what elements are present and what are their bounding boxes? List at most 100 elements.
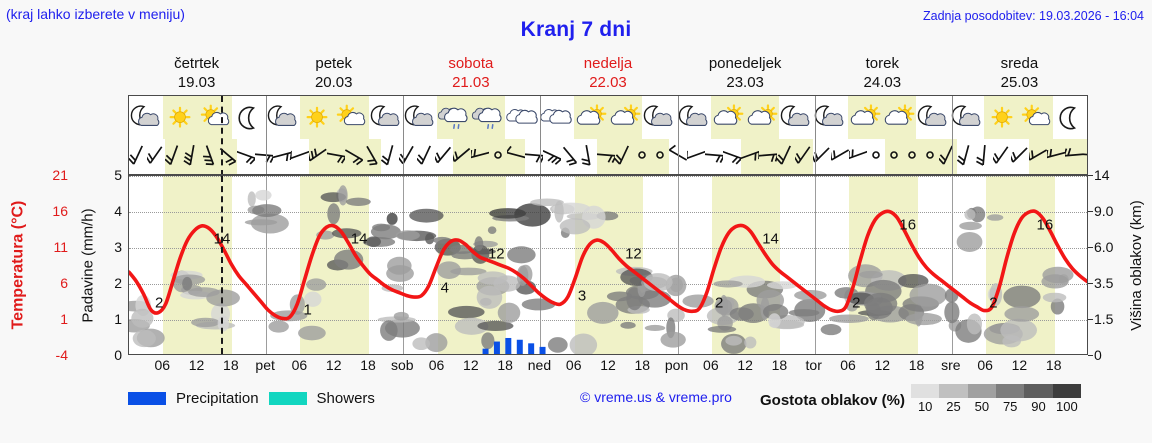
- day-separator-2: [403, 96, 405, 174]
- x-axis-label-18-22: 18: [908, 357, 925, 373]
- weather-icon-moon-cloud-15: [642, 96, 677, 139]
- x-axis-label-18-2: 18: [223, 357, 239, 373]
- horizontal-gridline-3: [129, 284, 1087, 285]
- temperature-tick-6: 6: [60, 275, 68, 291]
- wind-barb-14: [381, 139, 399, 174]
- precipitation-legend: Precipitation Showers: [128, 386, 375, 410]
- wind-barb-27: [615, 139, 633, 174]
- temperature-label-max-9: 14: [762, 230, 779, 248]
- day-header-row: četrtek 19.03 petek 20.03 sobota 21.03 nedelja…: [128, 54, 1088, 94]
- x-axis-label-12-17: 12: [737, 357, 753, 373]
- x-axis-label-06-16: 06: [703, 357, 719, 373]
- precipitation-bar-1: [493, 341, 500, 354]
- temperature-label-min-6: 3: [577, 287, 587, 305]
- wind-barb-24: [561, 139, 579, 174]
- x-axis-label-ned-11: ned: [527, 357, 552, 373]
- weather-icon-cloud-sun-22: [881, 96, 917, 139]
- precipitation-tick-5: 5: [114, 167, 122, 183]
- day-separator-5: [814, 96, 816, 174]
- menu-note: (kraj lahko izberete v meniju): [6, 6, 185, 22]
- showers-legend-label: Showers: [316, 389, 375, 407]
- weather-icon-moon-cloud-4: [265, 96, 301, 139]
- day-date: 23.03: [726, 74, 764, 91]
- precipitation-tick-1: 1: [114, 311, 122, 327]
- cloud-height-tick-14: 14: [1094, 167, 1110, 183]
- weather-icon-cloud-sun-14: [608, 96, 643, 139]
- x-axis-label-sre-23: sre: [941, 357, 961, 373]
- day-separator-6: [951, 96, 953, 174]
- day-gridline-4: [677, 176, 679, 354]
- wind-barb-20: [489, 139, 507, 174]
- wind-barb-15: [399, 139, 417, 174]
- x-axis-label-pon-15: pon: [664, 357, 689, 373]
- x-axis-label-18-14: 18: [634, 357, 651, 373]
- cloud-density-swatch-10: [911, 384, 940, 398]
- wind-barb-row: [129, 139, 1087, 174]
- weather-icon-moon-cloud-24: [950, 96, 985, 139]
- cloud-density-swatch-25: [939, 384, 968, 398]
- day-header-2: petek 20.03: [265, 54, 402, 94]
- temperature-tick--4: -4: [55, 347, 68, 363]
- wind-barb-0: [129, 139, 147, 174]
- cloud-density-tick-90: 90: [1031, 399, 1046, 414]
- day-date: 22.03: [589, 74, 627, 91]
- cloud-height-tickmark-1: [1088, 211, 1093, 212]
- wind-barb-8: [273, 139, 291, 174]
- wind-barb-2: [165, 139, 183, 174]
- wind-barb-33: [723, 139, 741, 174]
- wind-barb-32: [705, 139, 723, 174]
- cloud-height-tickmark-5: [1088, 355, 1093, 356]
- day-separator-1: [266, 96, 268, 174]
- weather-icon-cloud-11: [505, 96, 540, 139]
- x-axis-label-06-12: 06: [565, 357, 582, 373]
- wind-barb-36: [777, 139, 795, 174]
- x-axis-label-18-26: 18: [1045, 357, 1062, 373]
- day-name: torek: [865, 55, 899, 72]
- cloud-height-tickmark-4: [1088, 319, 1093, 320]
- day-name: ponedeljek: [708, 55, 782, 72]
- temperature-label-max-11: 16: [899, 216, 917, 234]
- wind-barb-42: [885, 139, 903, 174]
- temperature-curve-layer: [129, 176, 1087, 354]
- precipitation-tick-4: 4: [114, 203, 122, 219]
- cloud-density-swatch-50: [967, 384, 996, 398]
- current-time-line-plot: [220, 176, 223, 354]
- day-gridline-5: [814, 176, 816, 354]
- wind-barb-31: [687, 139, 705, 174]
- day-date: 19.03: [177, 74, 216, 91]
- last-update-label: Zadnja posodobitev: 19.03.2026 - 16:04: [922, 9, 1144, 23]
- temperature-axis-title-text: Temperatura (°C): [9, 200, 27, 330]
- temperature-label-min-0: 2: [154, 294, 164, 312]
- cloud-height-tickmark-3: [1088, 283, 1093, 284]
- copyright-label: © vreme.us & vreme.pro: [580, 389, 732, 405]
- x-axis-label-12-9: 12: [463, 357, 479, 373]
- wind-barb-3: [183, 139, 201, 174]
- wind-barb-19: [471, 139, 489, 174]
- weather-icon-moon-cloud-7: [368, 96, 403, 139]
- precipitation-axis-title-text: Padavine (mm/h): [79, 207, 97, 323]
- precipitation-bars-layer: [482, 337, 546, 354]
- day-name: sobota: [448, 55, 494, 72]
- temperature-label-max-7: 12: [625, 245, 642, 263]
- weather-icon-sun-1: [163, 96, 198, 139]
- precipitation-tick-3: 3: [114, 239, 122, 255]
- temperature-tick-21: 21: [52, 167, 68, 183]
- cloud-density-swatch-100: [1052, 384, 1081, 398]
- day-name: četrtek: [174, 55, 220, 72]
- precipitation-swatch: [128, 391, 166, 405]
- weather-icon-cloud-rain-10: [471, 96, 506, 139]
- wind-barb-13: [363, 139, 381, 174]
- x-axis-label-18-6: 18: [360, 357, 376, 373]
- day-header-1: četrtek 19.03: [128, 54, 265, 94]
- wind-barb-7: [255, 139, 273, 174]
- precipitation-bar-5: [539, 346, 546, 354]
- x-axis-label-06-4: 06: [291, 357, 308, 373]
- wind-barb-12: [345, 139, 363, 174]
- precipitation-bar-3: [516, 339, 523, 354]
- day-name: petek: [315, 55, 353, 72]
- precipitation-bar-0: [482, 348, 489, 354]
- cloud-density-tick-100: 100: [1055, 399, 1078, 414]
- horizontal-gridline-0: [129, 176, 1087, 177]
- x-axis-label-sob-7: sob: [390, 357, 414, 373]
- day-header-4: nedelja 22.03: [539, 54, 676, 94]
